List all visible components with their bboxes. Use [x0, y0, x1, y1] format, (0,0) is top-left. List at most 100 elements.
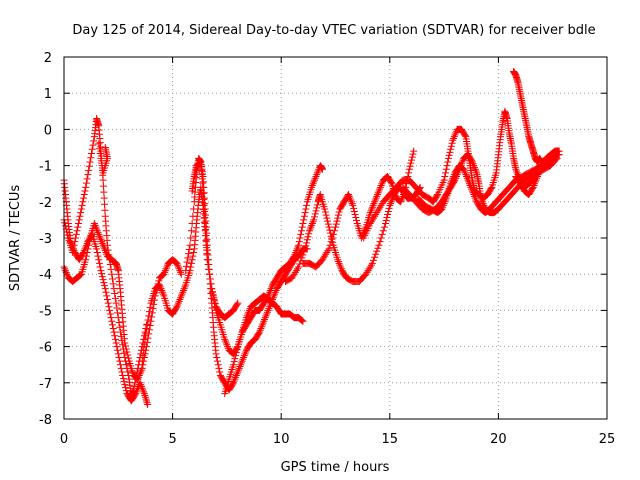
- x-tick-label: 10: [273, 432, 290, 447]
- data-point: [188, 220, 196, 228]
- data-point: [410, 147, 418, 155]
- data-point: [111, 294, 119, 302]
- data-point: [264, 292, 272, 300]
- data-point: [101, 206, 109, 214]
- data-point: [232, 349, 240, 357]
- data-point: [106, 310, 114, 318]
- data-point: [479, 200, 487, 208]
- data-point: [160, 270, 168, 278]
- data-point: [67, 238, 75, 246]
- data-point: [374, 244, 382, 252]
- data-point: [144, 334, 152, 342]
- data-point: [241, 350, 249, 358]
- data-point: [95, 140, 103, 148]
- data-point: [61, 265, 69, 273]
- data-point: [99, 182, 107, 190]
- data-point: [534, 171, 542, 179]
- data-point: [158, 286, 166, 294]
- data-point: [297, 230, 305, 238]
- data-point: [179, 288, 187, 296]
- data-point: [447, 178, 455, 186]
- data-point: [264, 306, 272, 314]
- data-point: [266, 288, 274, 296]
- data-point: [135, 373, 143, 381]
- data-point: [300, 212, 308, 220]
- data-point: [116, 361, 124, 369]
- data-point: [234, 299, 242, 307]
- data-point: [82, 252, 90, 260]
- data-point: [452, 129, 460, 137]
- data-point: [302, 242, 310, 250]
- data-point: [379, 227, 387, 235]
- data-point: [325, 245, 333, 253]
- data-point: [98, 270, 106, 278]
- data-point: [259, 319, 267, 327]
- data-point: [305, 230, 313, 238]
- data-point: [74, 220, 82, 228]
- data-point: [177, 270, 185, 278]
- data-point: [73, 227, 81, 235]
- y-tick-label: -2: [39, 196, 52, 211]
- data-point: [375, 241, 383, 249]
- data-point: [332, 220, 340, 228]
- data-point: [258, 321, 266, 329]
- data-point: [196, 159, 204, 167]
- data-point: [327, 238, 335, 246]
- x-axis-label: GPS time / hours: [281, 460, 390, 475]
- data-point: [332, 223, 339, 231]
- data-point: [120, 378, 128, 386]
- data-point: [347, 196, 355, 204]
- data-point: [268, 283, 276, 291]
- data-point: [202, 211, 210, 219]
- data-point: [293, 265, 301, 273]
- data-point: [161, 268, 169, 276]
- data-point: [366, 209, 374, 217]
- data-point: [318, 256, 326, 264]
- data-point: [513, 167, 520, 175]
- data-point: [161, 267, 169, 275]
- data-point: [310, 178, 318, 186]
- data-point: [465, 180, 473, 188]
- data-point: [450, 171, 458, 179]
- data-point: [113, 304, 121, 312]
- data-point: [302, 205, 310, 213]
- data-point: [381, 220, 389, 228]
- data-point: [263, 310, 271, 318]
- data-point: [156, 281, 164, 289]
- data-point: [350, 204, 358, 212]
- data-point: [173, 303, 181, 311]
- data-marks: [60, 67, 563, 409]
- data-point: [100, 194, 108, 202]
- data-point: [109, 275, 117, 283]
- y-tick-label: -7: [39, 377, 52, 392]
- data-point: [93, 245, 101, 253]
- grid-lines: [64, 57, 607, 419]
- series-arc-3: [60, 220, 185, 383]
- data-point: [96, 234, 104, 242]
- data-point: [535, 169, 543, 177]
- data-point: [182, 262, 190, 270]
- data-point: [326, 226, 334, 234]
- data-point: [232, 352, 240, 360]
- data-point: [89, 141, 97, 149]
- data-point: [145, 326, 153, 334]
- data-point: [182, 267, 190, 275]
- data-point: [470, 162, 478, 170]
- data-point: [471, 165, 479, 173]
- data-point: [398, 194, 406, 202]
- series-arc-8: [221, 162, 326, 398]
- data-point: [185, 250, 193, 258]
- data-point: [94, 229, 102, 237]
- data-point: [149, 305, 157, 313]
- data-point: [87, 154, 95, 162]
- data-point: [288, 274, 296, 282]
- data-point: [211, 300, 219, 308]
- data-point: [122, 387, 130, 395]
- data-point: [359, 230, 367, 238]
- data-point: [122, 342, 130, 350]
- data-point: [292, 247, 300, 255]
- data-point: [450, 133, 458, 141]
- data-point: [299, 220, 307, 228]
- data-point: [334, 256, 342, 264]
